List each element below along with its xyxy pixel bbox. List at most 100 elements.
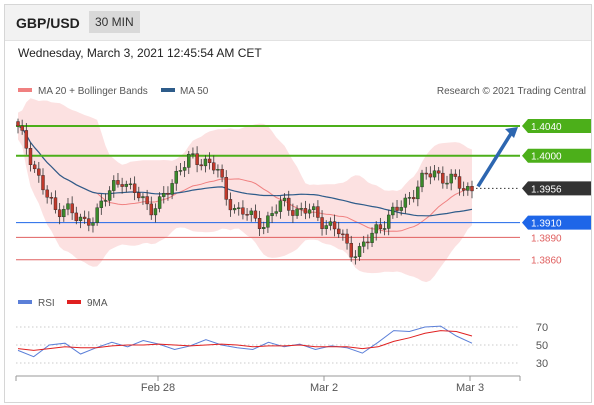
candle-body <box>453 173 458 177</box>
candle-body <box>257 218 262 229</box>
candle-body <box>103 200 108 202</box>
candle-body <box>436 170 441 174</box>
candle-body <box>53 197 58 210</box>
candle-body <box>324 225 328 229</box>
candle-body <box>24 130 29 149</box>
candle-body <box>45 189 49 198</box>
price-tag-1.3956 <box>522 181 591 196</box>
candle-body <box>120 184 124 187</box>
candle-body <box>341 233 345 236</box>
candle-body <box>457 176 462 189</box>
legend-swatch-bollinger <box>18 88 32 92</box>
candle-body <box>332 221 337 230</box>
candle-body <box>278 200 283 212</box>
rsi-tick-label: 70 <box>536 322 548 334</box>
candle-body <box>274 211 278 214</box>
candle-body <box>57 209 62 218</box>
candle-body <box>349 243 353 258</box>
candle-body <box>253 210 258 219</box>
candle-body <box>20 125 24 131</box>
x-tick-label: Mar 3 <box>456 382 484 394</box>
chart-header: GBP/USD 30 MIN <box>5 5 591 41</box>
price-label-1.3890: 1.3890 <box>531 233 562 244</box>
candle-body <box>166 192 170 195</box>
candle-body <box>107 190 112 201</box>
price-label-1.3910: 1.3910 <box>531 219 562 230</box>
candle-body <box>153 208 158 216</box>
price-tag-1.3910 <box>522 215 591 230</box>
candle-body <box>174 170 178 184</box>
candle-body <box>366 241 370 244</box>
candle-body <box>87 218 91 226</box>
rsi-plot: 70 50 30 <box>16 322 548 370</box>
candle-body <box>370 232 374 243</box>
candle-body <box>132 183 137 193</box>
candle-body <box>299 208 303 210</box>
legend-label-ma50: MA 50 <box>180 86 209 97</box>
candle-body <box>245 214 249 216</box>
candle-body <box>128 183 133 186</box>
candle-body <box>328 221 333 226</box>
candle-body <box>66 203 70 210</box>
projection-arrowhead <box>505 127 518 138</box>
candle-body <box>82 216 87 219</box>
candle-body <box>287 197 291 211</box>
candle-body <box>37 168 41 176</box>
candle-body <box>303 208 308 214</box>
legend-label-bollinger: MA 20 + Bollinger Bands <box>38 86 148 97</box>
candle-body <box>149 203 153 216</box>
candle-body <box>207 158 212 163</box>
candle-body <box>262 227 266 229</box>
candle-body <box>145 196 149 205</box>
candle-body <box>191 153 195 155</box>
candle-body <box>441 172 445 184</box>
candle-body <box>316 206 320 218</box>
projection-arrow <box>476 131 514 188</box>
rsi-series-9ma <box>17 330 473 351</box>
candle-body <box>170 183 174 195</box>
candle-body <box>124 183 128 187</box>
candle-body <box>291 210 295 216</box>
candle-body <box>411 197 416 200</box>
candle-body <box>16 121 20 127</box>
candle-body <box>199 164 203 167</box>
candle-body <box>470 186 474 192</box>
candle-body <box>345 233 349 244</box>
candle-body <box>232 208 237 211</box>
candle-body <box>162 192 166 197</box>
candle-body <box>49 197 54 199</box>
candle-body <box>182 167 187 171</box>
candle-body <box>141 196 145 199</box>
candle-body <box>282 197 287 201</box>
candle-body <box>216 169 220 171</box>
candle-body <box>195 153 199 165</box>
candle-body <box>157 196 162 209</box>
candle-body <box>116 180 120 185</box>
candle-body <box>212 162 216 171</box>
candle-body <box>187 153 191 168</box>
candle-body <box>403 197 408 208</box>
candle-body <box>466 186 470 191</box>
candle-body <box>357 246 362 257</box>
candle-body <box>362 241 366 247</box>
rsi-series-rsi <box>17 325 473 358</box>
candle-body <box>228 199 233 211</box>
price-label-1.3860: 1.3860 <box>531 256 562 267</box>
candle-body <box>395 206 399 211</box>
candle-body <box>249 210 253 215</box>
candle-body <box>424 172 428 175</box>
currency-pair-title: GBP/USD <box>16 15 80 31</box>
candle-body <box>378 224 383 230</box>
timeframe-badge[interactable]: 30 MIN <box>89 11 140 33</box>
candle-body <box>266 215 270 228</box>
candle-body <box>178 170 183 172</box>
candle-body <box>28 148 33 166</box>
legend-swatch-ma50 <box>161 88 175 92</box>
legend-swatch-rsi <box>18 300 32 304</box>
legend-credit: Research © 2021 Trading Central <box>437 86 586 97</box>
rsi-tick-label: 30 <box>536 358 548 370</box>
rsi-tick-label: 50 <box>536 340 548 352</box>
price-plot: 1.4040 1.4000 1.3956 1.3910 1.3890 1.3860 <box>16 98 591 283</box>
candle-body <box>112 180 116 191</box>
candle-body <box>70 203 74 214</box>
